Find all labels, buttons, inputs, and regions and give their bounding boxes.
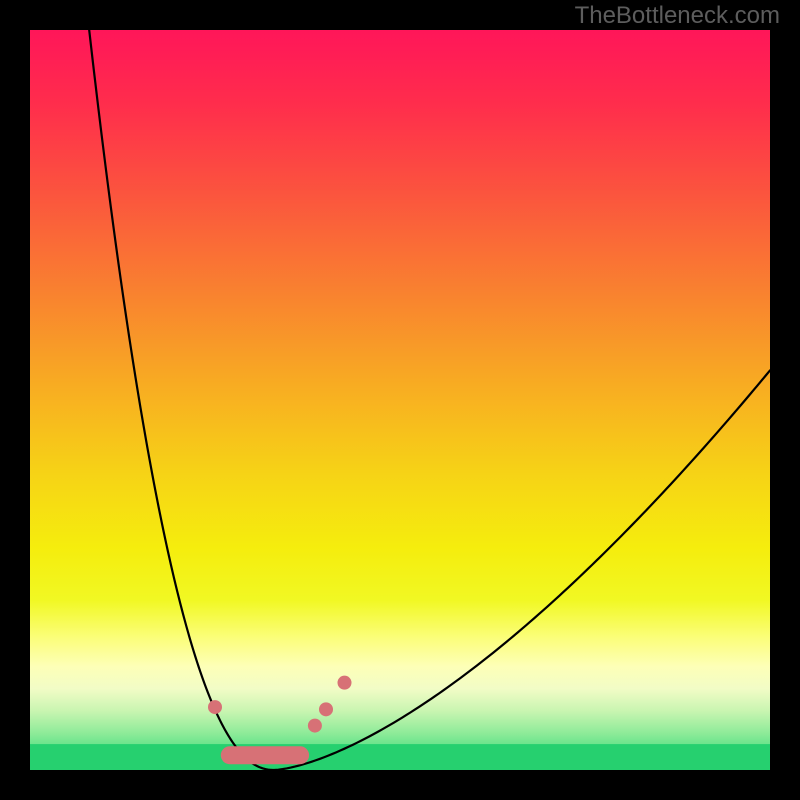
chart-stage: TheBottleneck.com [0, 0, 800, 800]
marker-left-0 [208, 700, 222, 714]
chart-frame [30, 30, 770, 770]
green-band [30, 744, 770, 770]
marker-right-2 [338, 676, 352, 690]
bottleneck-curve-plot [30, 30, 770, 770]
marker-right-0 [308, 719, 322, 733]
optimal-range-end-left [222, 747, 238, 763]
optimal-range-end-right [292, 747, 308, 763]
marker-right-1 [319, 702, 333, 716]
gradient-background [30, 30, 770, 770]
watermark-text: TheBottleneck.com [575, 2, 780, 30]
